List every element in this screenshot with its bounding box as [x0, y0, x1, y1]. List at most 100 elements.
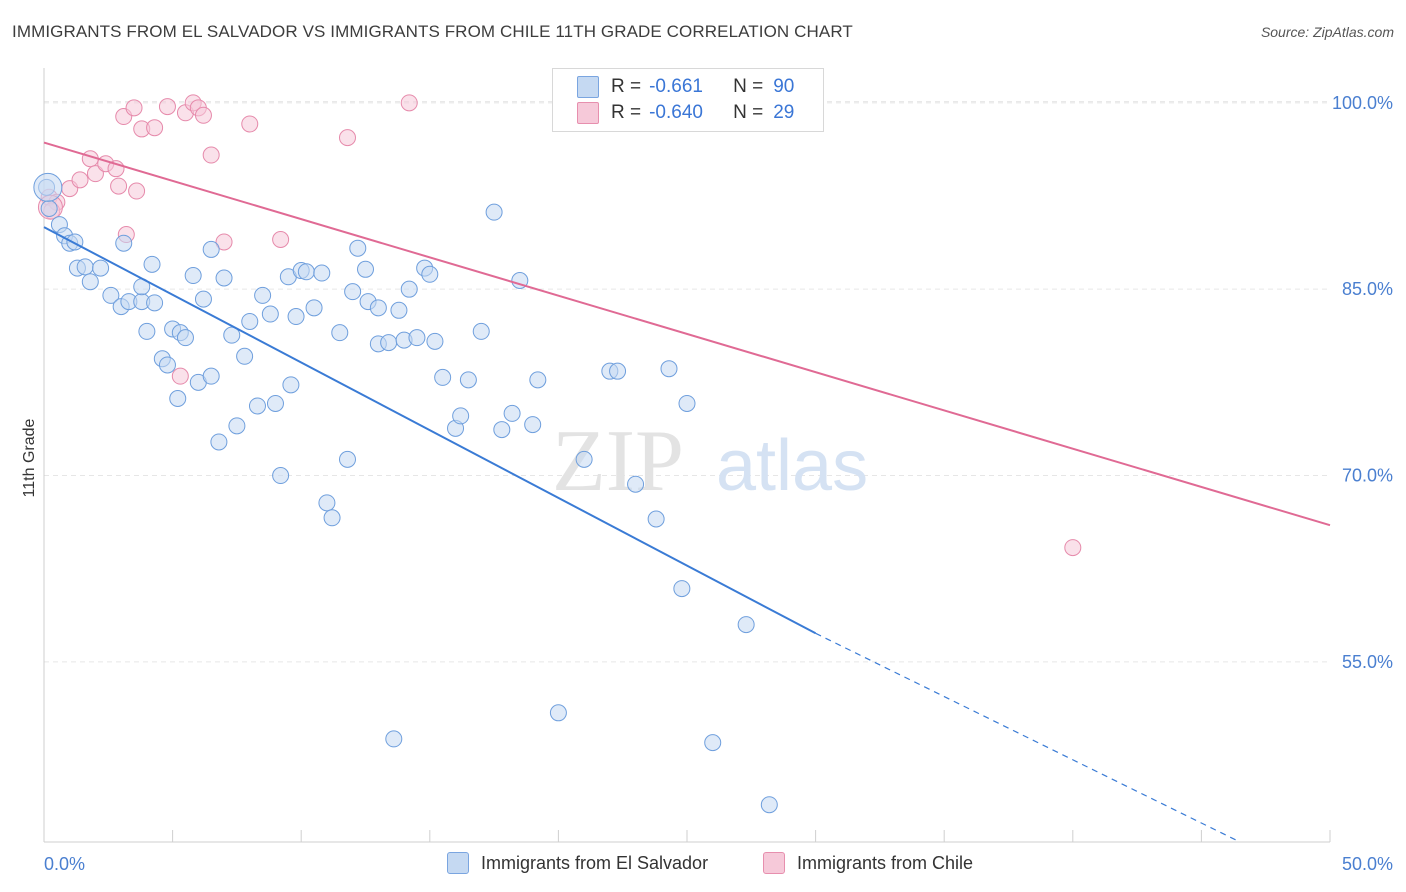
- blue-point: [158, 356, 176, 374]
- y-tick-label: 55.0%: [1342, 652, 1393, 672]
- blue-point: [472, 322, 490, 340]
- blue-point: [287, 308, 305, 326]
- blue-point: [92, 259, 110, 277]
- blue-point: [102, 286, 120, 304]
- blue-point: [318, 494, 336, 512]
- blue-point: [660, 360, 678, 378]
- pink-point: [400, 94, 418, 112]
- blue-point: [223, 326, 241, 344]
- blue-point: [493, 421, 511, 439]
- bottom-legend-label-blue: Immigrants from El Salvador: [481, 852, 709, 873]
- chart-title: IMMIGRANTS FROM EL SALVADOR VS IMMIGRANT…: [12, 22, 853, 41]
- blue-point: [33, 172, 63, 202]
- blue-point: [331, 324, 349, 342]
- y-tick-label: 85.0%: [1342, 279, 1393, 299]
- pink-point: [158, 98, 176, 116]
- trend-line-blue-extrapolated: [815, 632, 1241, 843]
- pink-point: [1064, 539, 1082, 557]
- gridlines: [44, 101, 1330, 663]
- pink-point: [202, 146, 220, 164]
- blue-point: [485, 203, 503, 221]
- blue-point: [704, 734, 722, 752]
- blue-point: [459, 371, 477, 389]
- blue-point: [202, 240, 220, 258]
- legend-row-blue: R = -0.661 N = 90: [577, 75, 794, 99]
- blue-point: [236, 347, 254, 365]
- blue-point: [408, 329, 426, 347]
- blue-point: [143, 255, 161, 273]
- watermark-zip: ZIP: [552, 413, 684, 510]
- blue-point: [261, 305, 279, 323]
- blue-point: [215, 269, 233, 287]
- legend-n-value-blue: 90: [773, 76, 795, 97]
- blue-point: [678, 394, 696, 412]
- blue-point: [380, 334, 398, 352]
- trend-line-blue: [43, 226, 817, 635]
- pink-point: [110, 177, 128, 195]
- bottom-legend-blue: Immigrants from El Salvador: [447, 852, 708, 874]
- blue-point: [434, 368, 452, 386]
- blue-point: [344, 283, 362, 301]
- bottom-legend-swatch-pink: [763, 852, 785, 874]
- x-tick-label-start: 0.0%: [44, 854, 85, 874]
- blue-point: [248, 397, 266, 415]
- pink-point: [86, 165, 104, 183]
- legend-swatch-blue: [577, 76, 599, 98]
- blue-point: [357, 260, 374, 278]
- y-tick-label: 100.0%: [1332, 93, 1393, 113]
- blue-point: [76, 258, 94, 276]
- blue-point: [349, 239, 367, 257]
- y-tick-label: 70.0%: [1342, 466, 1393, 486]
- blue-point: [228, 417, 246, 435]
- blue-point: [194, 290, 212, 308]
- legend-n-label: N =: [733, 76, 764, 97]
- blue-point: [272, 467, 290, 485]
- watermark-atlas: atlas: [716, 426, 868, 506]
- blue-point: [169, 390, 187, 408]
- legend-r-label: R =: [611, 76, 642, 97]
- blue-point: [426, 332, 444, 350]
- blue-point: [40, 199, 58, 217]
- legend-r-label: R =: [611, 102, 642, 123]
- bottom-legend-pink: Immigrants from Chile: [763, 852, 973, 874]
- blue-point: [81, 273, 99, 291]
- blue-point: [647, 510, 665, 528]
- blue-point: [282, 376, 300, 394]
- legend-n-value-pink: 29: [773, 102, 795, 123]
- blue-point: [305, 299, 323, 317]
- blue-point: [400, 280, 418, 298]
- pink-point: [215, 233, 233, 251]
- blue-point: [338, 450, 356, 468]
- blue-point: [266, 394, 284, 412]
- pink-point: [194, 106, 212, 124]
- blue-point: [627, 475, 645, 493]
- blue-point: [760, 796, 778, 814]
- pink-points: [37, 94, 1082, 557]
- blue-point: [202, 367, 220, 385]
- blue-point: [575, 450, 593, 468]
- x-tick-label-end: 50.0%: [1342, 854, 1393, 874]
- blue-point: [385, 730, 403, 748]
- blue-point: [66, 233, 84, 251]
- blue-point: [390, 301, 408, 319]
- pink-point: [71, 171, 89, 189]
- legend: R = -0.661 N = 90 R = -0.640 N = 29: [552, 68, 824, 132]
- legend-swatch-pink: [577, 102, 599, 124]
- blue-point: [184, 267, 202, 285]
- pink-point: [146, 119, 164, 137]
- legend-r-value-pink: -0.640: [649, 102, 703, 123]
- blue-point: [503, 404, 521, 422]
- blue-point: [241, 312, 259, 330]
- pink-point: [241, 115, 259, 133]
- blue-point: [524, 416, 542, 434]
- blue-point: [146, 294, 164, 312]
- legend-n-label: N =: [733, 102, 764, 123]
- pink-point: [128, 182, 146, 200]
- blue-point: [210, 433, 228, 451]
- blue-point: [297, 263, 315, 281]
- source-label: Source: ZipAtlas.com: [1260, 24, 1394, 40]
- blue-point: [254, 286, 272, 304]
- blue-point: [452, 407, 470, 425]
- pink-point: [272, 230, 290, 248]
